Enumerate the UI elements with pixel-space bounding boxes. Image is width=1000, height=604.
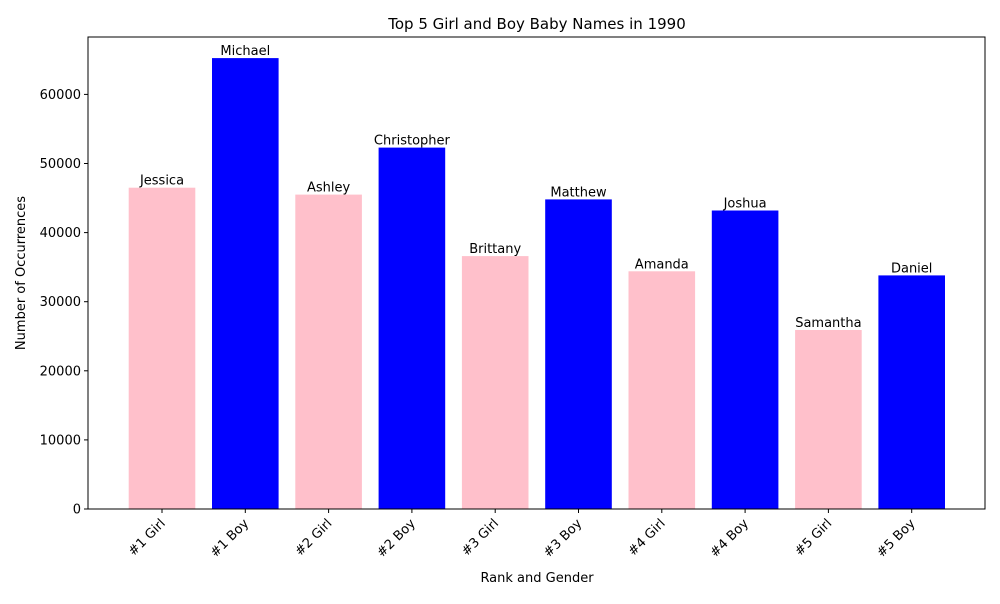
bar [295,194,362,509]
bar [378,147,446,509]
bar-data-label: Brittany [469,242,521,257]
bar [128,187,196,509]
bar [628,271,696,509]
x-axis-label: Rank and Gender [480,571,594,586]
x-tick-label: #5 Boy [874,516,919,561]
y-axis-ticks: 0 10000 20000 30000 40000 50000 60000 [40,88,88,518]
x-axis-ticks: #1 Girl #1 Boy #2 Girl #2 Boy #3 Girl #3 Boy #… [126,509,919,561]
x-tick-label: #5 Girl [792,516,835,559]
plot-area-frame [87,36,986,510]
y-tick-label: 50000 [40,157,81,172]
data-labels-layer: Jessica Michael Ashley Christopher Brittany M… [139,44,932,331]
bar-data-label: Christopher [374,134,451,149]
bar-data-label: Daniel [891,261,932,276]
bar [545,199,612,509]
x-tick-label: #4 Girl [626,516,669,559]
bars-layer [128,58,945,509]
bar [212,58,279,509]
bar-data-label: Matthew [550,185,607,200]
y-tick-label: 40000 [40,226,81,241]
y-tick-label: 0 [73,503,81,518]
bar-data-label: Jessica [139,174,184,189]
x-tick-label: #4 Boy [707,516,752,561]
bar-data-label: Amanda [635,257,689,272]
y-tick-label: 30000 [40,295,81,310]
bar-data-label: Ashley [307,181,351,196]
x-tick-label: #1 Boy [208,516,253,561]
bar-data-label: Joshua [723,197,767,212]
x-tick-label: #3 Girl [459,516,502,559]
bar-data-label: Samantha [795,316,861,331]
bar [711,210,779,509]
bar [878,275,945,509]
bar-data-label: Michael [220,44,270,59]
y-tick-label: 20000 [40,364,81,379]
x-tick-label: #2 Girl [292,516,335,559]
x-tick-label: #3 Boy [541,516,586,561]
chart-title: Top 5 Girl and Boy Baby Names in 1990 [387,15,686,33]
x-tick-label: #2 Boy [374,516,419,561]
y-axis-label: Number of Occurrences [14,196,29,350]
y-tick-label: 10000 [40,433,81,448]
y-tick-label: 60000 [40,88,81,103]
bar [795,330,862,509]
x-tick-label: #1 Girl [126,516,169,559]
bar [461,256,529,509]
